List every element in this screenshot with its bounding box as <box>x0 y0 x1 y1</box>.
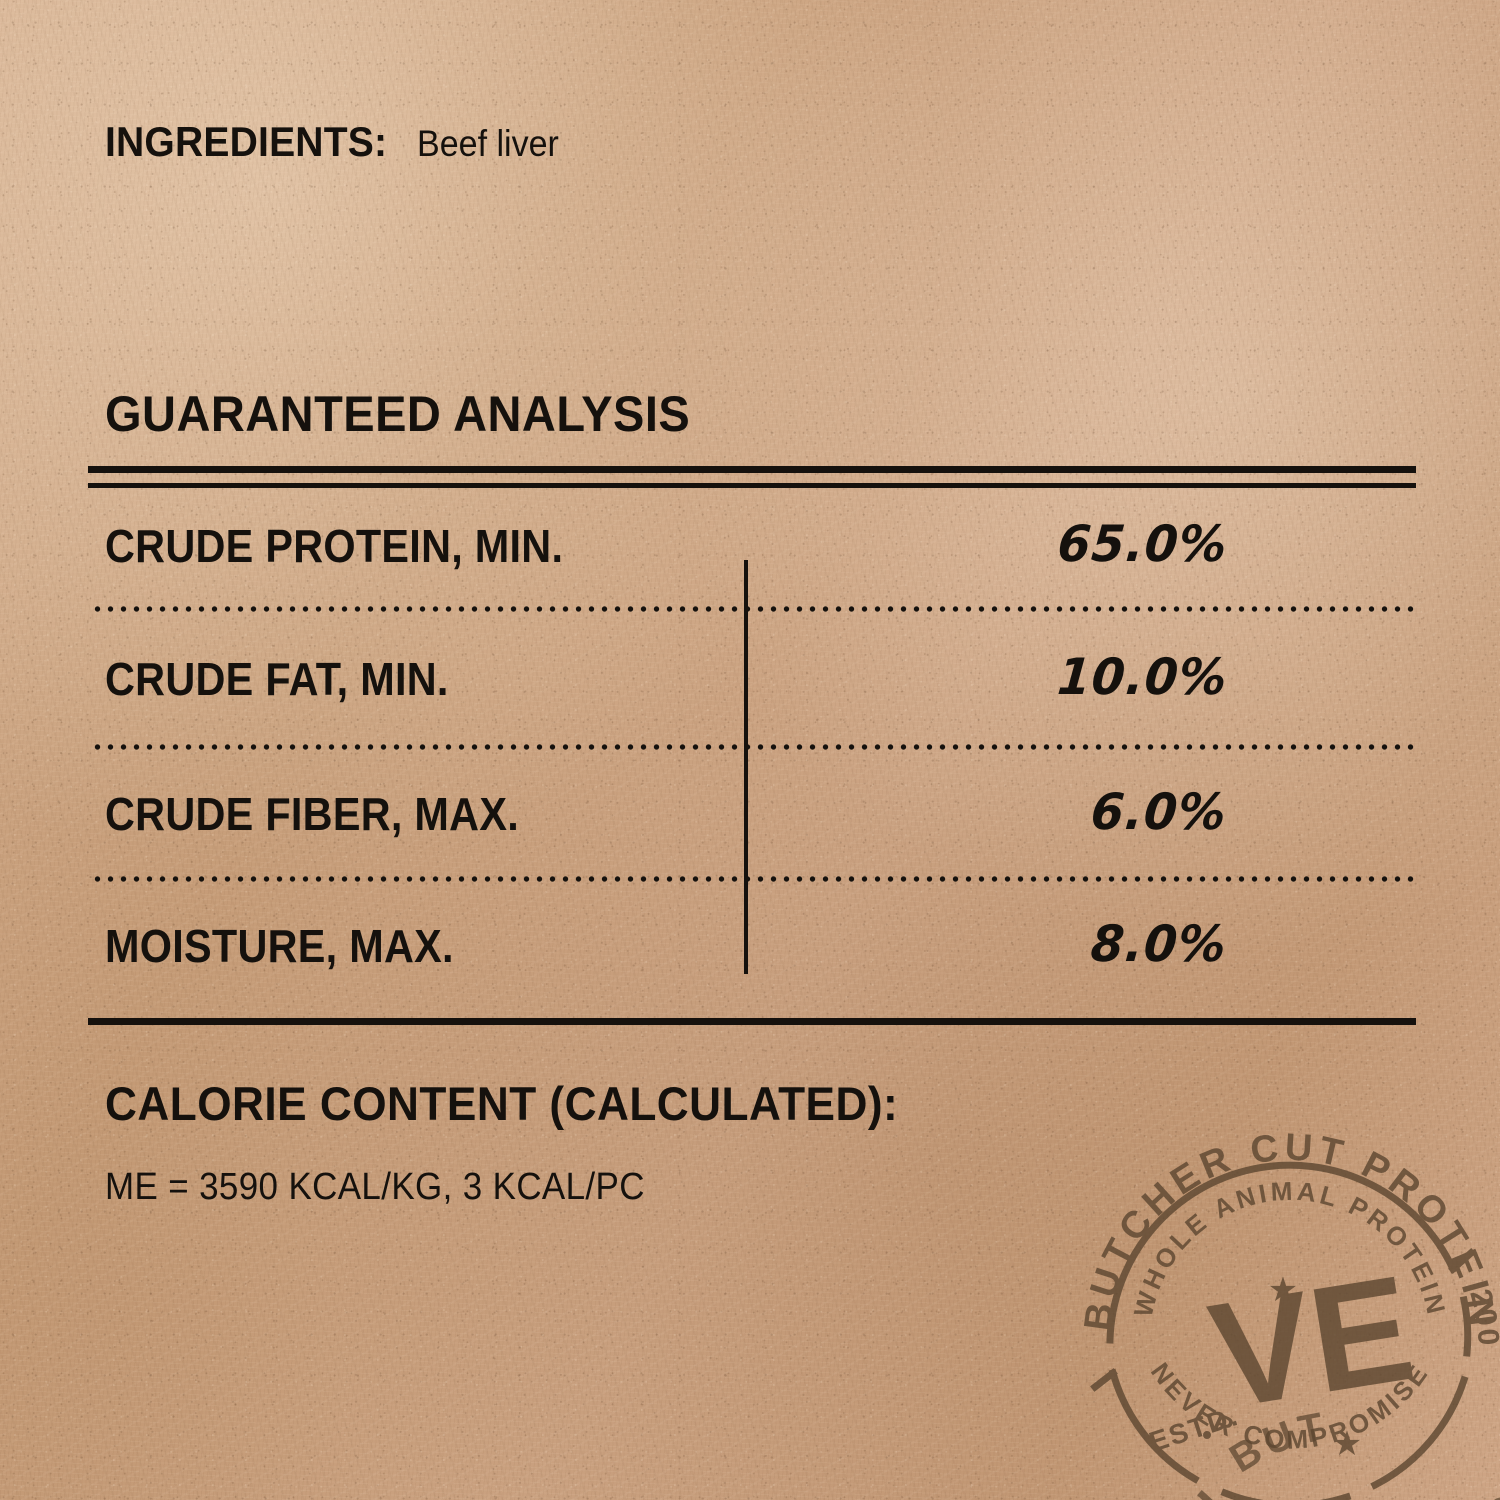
ingredients-value: Beef liver <box>417 123 560 164</box>
ingredients-line: INGREDIENTS: Beef liver <box>105 118 572 166</box>
table-row: CRUDE PROTEIN, MIN. 65.0% <box>105 515 1417 579</box>
secondary-stamp-text-left: BUT <box>1222 1404 1332 1481</box>
calorie-content-value: ME = 3590 KCAL/KG, 3 KCAL/PC <box>105 1166 645 1208</box>
secondary-stamp-text-right: T PROTE <box>1400 1436 1500 1500</box>
table-row: MOISTURE, MAX. 8.0% <box>105 915 1417 979</box>
nutrient-name: MOISTURE, MAX. <box>105 920 454 972</box>
table-top-rule-upper <box>88 466 1416 473</box>
nutrient-amount: 65.0% <box>1054 515 1230 573</box>
table-row: CRUDE FAT, MIN. 10.0% <box>105 648 1417 712</box>
butcher-cut-protein-stamp: BUTCHER CUT PROTEIN WHOLE ANIMAL PROTEIN… <box>1075 1125 1500 1500</box>
nutrient-amount: 8.0% <box>1088 915 1230 973</box>
stamp-monogram: VE <box>1200 1243 1424 1440</box>
ingredients-heading: INGREDIENTS: <box>105 118 388 165</box>
row-separator-dotted <box>91 876 1416 882</box>
table-column-divider <box>744 560 748 974</box>
star-icon: ★ <box>1268 1270 1298 1310</box>
table-top-rule-lower <box>88 483 1416 488</box>
row-separator-dotted <box>91 744 1416 750</box>
stamp-dot <box>1203 1431 1211 1439</box>
table-bottom-rule <box>88 1018 1416 1025</box>
nutrient-name: CRUDE PROTEIN, MIN. <box>105 520 564 572</box>
nutrient-name: CRUDE FIBER, MAX. <box>105 788 520 840</box>
calorie-content-title: CALORIE CONTENT (CALCULATED): <box>105 1077 899 1130</box>
nutrient-amount: 10.0% <box>1054 648 1230 706</box>
secondary-stamp-cropped: BUT T PROTE <box>1150 1395 1500 1500</box>
star-icon: ★ <box>1332 1424 1362 1464</box>
nutrient-name: CRUDE FAT, MIN. <box>105 653 449 705</box>
row-separator-dotted <box>91 606 1416 612</box>
guaranteed-analysis-title: GUARANTEED ANALYSIS <box>105 386 691 442</box>
nutrient-amount: 6.0% <box>1088 783 1230 841</box>
table-row: CRUDE FIBER, MAX. 6.0% <box>105 783 1417 847</box>
